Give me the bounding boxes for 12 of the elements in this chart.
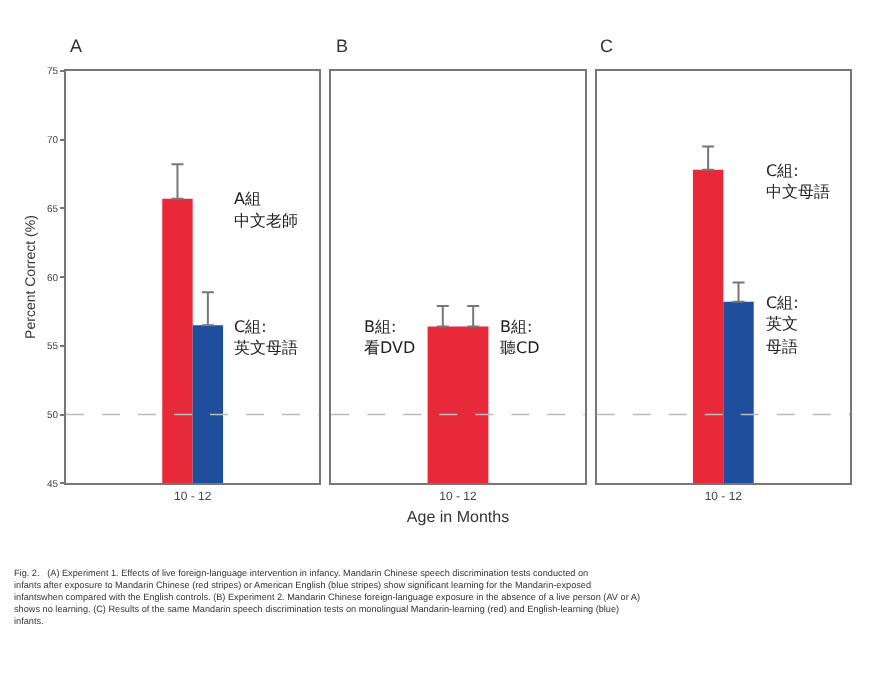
annotation: C組: 中文母語 — [766, 162, 830, 201]
chart-title: C — [600, 36, 614, 56]
annotation: B組: 聽CD — [500, 318, 540, 357]
chart-title: B — [336, 36, 349, 56]
chart-title: A — [70, 36, 83, 56]
x-axis-title: Age in Months — [406, 507, 510, 526]
annotation: A組 — [234, 190, 261, 208]
annotation: C組: 英文 — [766, 294, 799, 333]
text: 母語 — [766, 338, 798, 356]
annotation: B組: 看DVD — [364, 318, 416, 357]
annotation: 中文老師 — [234, 212, 298, 230]
annotation: C組: 英文母語 — [234, 318, 298, 357]
